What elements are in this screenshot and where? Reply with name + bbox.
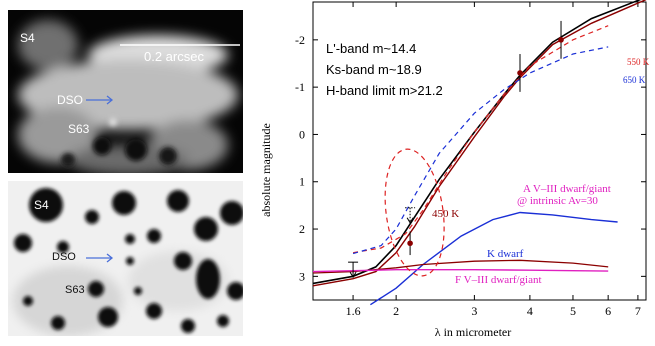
chart-marks: L'-band m~14.4 Ks-band m~18.9 H-band limit… (312, 0, 650, 306)
annotation-550k: 550 K (627, 57, 650, 67)
info-text-line: Ks-band m~18.9 (326, 62, 422, 77)
annotation-450k: 450 K (432, 208, 459, 220)
y-tick-label: -2 (295, 33, 305, 47)
top-image-panel: S4 0.2 arcsec DSO S63 (8, 10, 243, 173)
series-650k-curve (352, 46, 609, 255)
info-text-line: L'-band m~14.4 (326, 41, 416, 56)
annotation-av30: @ intrinsic Av=30 (517, 195, 598, 207)
y-tick-label: -1 (295, 80, 305, 94)
y-tick-label: 3 (299, 269, 305, 283)
annotation-f-dwarf: F V–III dwarf/giant (455, 274, 542, 286)
label-s4: S4 (20, 31, 35, 45)
label-s63: S63 (68, 122, 90, 136)
x-tick-label: 4 (527, 304, 533, 318)
y-tick-label: 2 (299, 222, 305, 236)
sed-chart-svg: 1.6 2 3 4 5 6 7 -2 -1 0 1 2 3 L'-band m~14.4 Ks-band … (259, 0, 650, 339)
chart-axes: 1.6 2 3 4 5 6 7 -2 -1 0 1 2 3 (295, 1, 647, 318)
label-dso: DSO (57, 93, 84, 107)
top-image-graphic (8, 10, 243, 173)
x-tick-label: 6 (605, 304, 611, 318)
y-tick-label: 0 (299, 127, 305, 141)
info-text-line: H-band limit m>21.2 (326, 83, 443, 98)
annotation-650k: 650 K (623, 75, 646, 85)
x-tick-label: 5 (570, 304, 576, 318)
annotation-k-dwarf: K dwarf (487, 248, 524, 260)
label-s4-bottom: S4 (34, 198, 49, 212)
y-axis-label: absolute magnitude (259, 123, 273, 217)
label-s63-bottom: S63 (65, 284, 85, 296)
x-tick-label: 7 (635, 304, 641, 318)
x-tick-label: 2 (393, 304, 399, 318)
label-scale: 0.2 arcsec (144, 49, 204, 64)
x-tick-label: 3 (471, 304, 477, 318)
upper-limit-arrow-0 (349, 271, 357, 279)
upper-limit-arrow-1 (406, 217, 414, 224)
ellipse-450k (384, 148, 445, 277)
label-dso-bottom: DSO (52, 251, 76, 263)
series-550k-curve (353, 25, 609, 254)
x-axis-label: λ in micrometer (435, 325, 511, 339)
bottom-image-panel: S4 DSO S63 (8, 181, 243, 336)
annotation-a-dwarf: A V–III dwarf/giant (523, 183, 611, 195)
series-k-dwarf-curve (370, 211, 618, 306)
data-point-0 (407, 240, 413, 247)
x-tick-label: 1.6 (346, 304, 361, 318)
sed-chart: 1.6 2 3 4 5 6 7 -2 -1 0 1 2 3 L'-band m~14.4 Ks-band … (255, 0, 655, 341)
y-tick-label: 1 (299, 175, 305, 189)
data-point-2 (558, 37, 564, 43)
data-point-1 (517, 70, 523, 76)
plot-frame (312, 1, 647, 301)
bottom-image-graphic (8, 181, 243, 336)
